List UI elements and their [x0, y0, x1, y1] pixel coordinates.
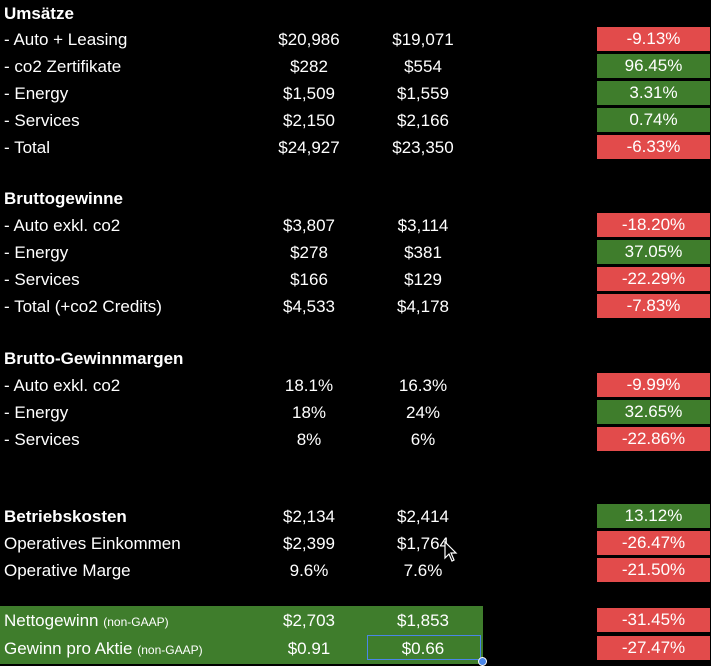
change-cell[interactable]: -21.50% [597, 558, 710, 582]
value-cell[interactable]: $2,399 [283, 534, 335, 553]
value-cell[interactable]: $166 [290, 270, 328, 289]
cell-selection-outline[interactable] [367, 635, 481, 660]
row-label-text: Nettogewinn [4, 611, 99, 630]
table-row[interactable]: - Services 8% 6% -22.86% [0, 426, 711, 453]
table-row[interactable]: - Services $2,150 $2,166 0.74% [0, 107, 711, 134]
section-title: Umsätze [4, 4, 74, 23]
non-gaap-note: (non-GAAP) [137, 643, 203, 657]
value-cell[interactable]: 7.6% [403, 561, 443, 580]
change-cell[interactable]: -18.20% [597, 213, 710, 237]
row-label: - Auto + Leasing [4, 30, 128, 49]
value-cell[interactable]: $1,509 [283, 84, 335, 103]
section-title: Bruttogewinne [4, 189, 123, 208]
value-cell[interactable]: 18.1% [284, 376, 334, 395]
row-label: - Total (+co2 Credits) [4, 297, 162, 316]
change-cell[interactable]: -9.99% [597, 373, 710, 397]
row-label: - Energy [4, 403, 69, 422]
change-cell[interactable]: 13.12% [597, 504, 710, 528]
value-cell[interactable]: $1,853 [397, 611, 449, 630]
table-row[interactable]: - Auto exkl. co2 18.1% 16.3% -9.99% [0, 372, 711, 399]
table-row[interactable]: Betriebskosten $2,134 $2,414 13.12% [0, 503, 711, 530]
row-label: Operatives Einkommen [4, 534, 181, 553]
value-cell[interactable]: $4,178 [397, 297, 449, 316]
row-label: - Auto exkl. co2 [4, 216, 121, 235]
value-cell[interactable]: $2,134 [283, 507, 335, 526]
change-cell[interactable]: 37.05% [597, 240, 710, 264]
table-row[interactable]: - Auto exkl. co2 $3,807 $3,114 -18.20% [0, 212, 711, 239]
row-label: - co2 Zertifikate [4, 57, 122, 76]
row-label: Nettogewinn (non-GAAP) [4, 607, 169, 634]
value-cell[interactable]: $3,807 [283, 216, 335, 235]
value-cell[interactable]: 9.6% [289, 561, 329, 580]
change-cell[interactable]: -9.13% [597, 27, 710, 51]
section-header-margen[interactable]: Brutto-Gewinnmargen [0, 345, 711, 372]
value-cell[interactable]: $3,114 [397, 216, 449, 235]
table-row[interactable]: - co2 Zertifikate $282 $554 96.45% [0, 53, 711, 80]
value-cell[interactable]: $23,350 [392, 138, 454, 157]
table-row[interactable]: Operatives Einkommen $2,399 $1,764 -26.4… [0, 530, 711, 557]
table-row[interactable]: - Energy 18% 24% 32.65% [0, 399, 711, 426]
section-header-umsaetze[interactable]: Umsätze [0, 0, 711, 27]
row-label: Gewinn pro Aktie (non-GAAP) [4, 635, 203, 662]
value-cell[interactable]: $2,703 [283, 611, 335, 630]
section-title: Brutto-Gewinnmargen [4, 349, 184, 368]
change-cell[interactable]: -6.33% [597, 135, 710, 159]
table-row[interactable]: - Energy $278 $381 37.05% [0, 239, 711, 266]
value-cell[interactable]: $2,414 [397, 507, 449, 526]
value-cell[interactable]: 18% [291, 403, 327, 422]
mouse-pointer-icon [444, 541, 458, 562]
value-cell[interactable]: 24% [405, 403, 441, 422]
value-cell[interactable]: $20,986 [278, 30, 340, 49]
change-cell[interactable]: 3.31% [597, 81, 710, 105]
change-cell[interactable]: -27.47% [597, 636, 710, 660]
change-cell[interactable]: -26.47% [597, 531, 710, 555]
change-cell[interactable]: 96.45% [597, 54, 710, 78]
value-cell[interactable]: $381 [404, 243, 442, 262]
row-label-text: Gewinn pro Aktie [4, 639, 133, 658]
change-cell[interactable]: -31.45% [597, 608, 710, 632]
value-cell[interactable]: 6% [410, 430, 436, 449]
change-cell[interactable]: 0.74% [597, 108, 710, 132]
value-cell[interactable]: $554 [404, 57, 442, 76]
row-label: - Auto exkl. co2 [4, 376, 121, 395]
table-row[interactable]: - Energy $1,509 $1,559 3.31% [0, 80, 711, 107]
table-row[interactable]: - Total (+co2 Credits) $4,533 $4,178 -7.… [0, 293, 711, 320]
table-row[interactable]: Operative Marge 9.6% 7.6% -21.50% [0, 557, 711, 584]
change-cell[interactable]: -22.86% [597, 427, 710, 451]
value-cell[interactable]: $282 [290, 57, 328, 76]
row-label: - Total [4, 138, 50, 157]
section-header-bruttogewinne[interactable]: Bruttogewinne [0, 185, 711, 212]
value-cell[interactable]: $19,071 [392, 30, 454, 49]
value-cell[interactable]: $278 [290, 243, 328, 262]
change-cell[interactable]: -22.29% [597, 267, 710, 291]
change-cell[interactable]: -7.83% [597, 294, 710, 318]
value-cell[interactable]: $24,927 [278, 138, 340, 157]
value-cell[interactable]: $0.66 [401, 639, 445, 658]
value-cell[interactable]: $0.91 [287, 639, 331, 658]
value-cell[interactable]: 8% [296, 430, 322, 449]
table-row[interactable]: Gewinn pro Aktie (non-GAAP) $0.91 $0.66 … [0, 635, 711, 662]
table-row[interactable]: - Auto + Leasing $20,986 $19,071 -9.13% [0, 26, 711, 53]
row-label: - Energy [4, 243, 69, 262]
non-gaap-note: (non-GAAP) [103, 615, 169, 629]
change-cell[interactable]: 32.65% [597, 400, 710, 424]
row-label: - Energy [4, 84, 69, 103]
row-label: Operative Marge [4, 561, 131, 580]
row-label: - Services [4, 270, 80, 289]
table-row[interactable]: - Services $166 $129 -22.29% [0, 266, 711, 293]
value-cell[interactable]: $1,764 [397, 534, 449, 553]
row-label: - Services [4, 430, 80, 449]
table-row[interactable]: - Total $24,927 $23,350 -6.33% [0, 134, 711, 161]
table-row[interactable]: Nettogewinn (non-GAAP) $2,703 $1,853 -31… [0, 607, 711, 634]
value-cell[interactable]: $1,559 [397, 84, 449, 103]
value-cell[interactable]: $4,533 [283, 297, 335, 316]
value-cell[interactable]: $2,150 [283, 111, 335, 130]
value-cell[interactable]: $129 [404, 270, 442, 289]
value-cell[interactable]: $2,166 [397, 111, 449, 130]
row-label: Betriebskosten [4, 507, 127, 526]
row-label: - Services [4, 111, 80, 130]
value-cell[interactable]: 16.3% [398, 376, 448, 395]
